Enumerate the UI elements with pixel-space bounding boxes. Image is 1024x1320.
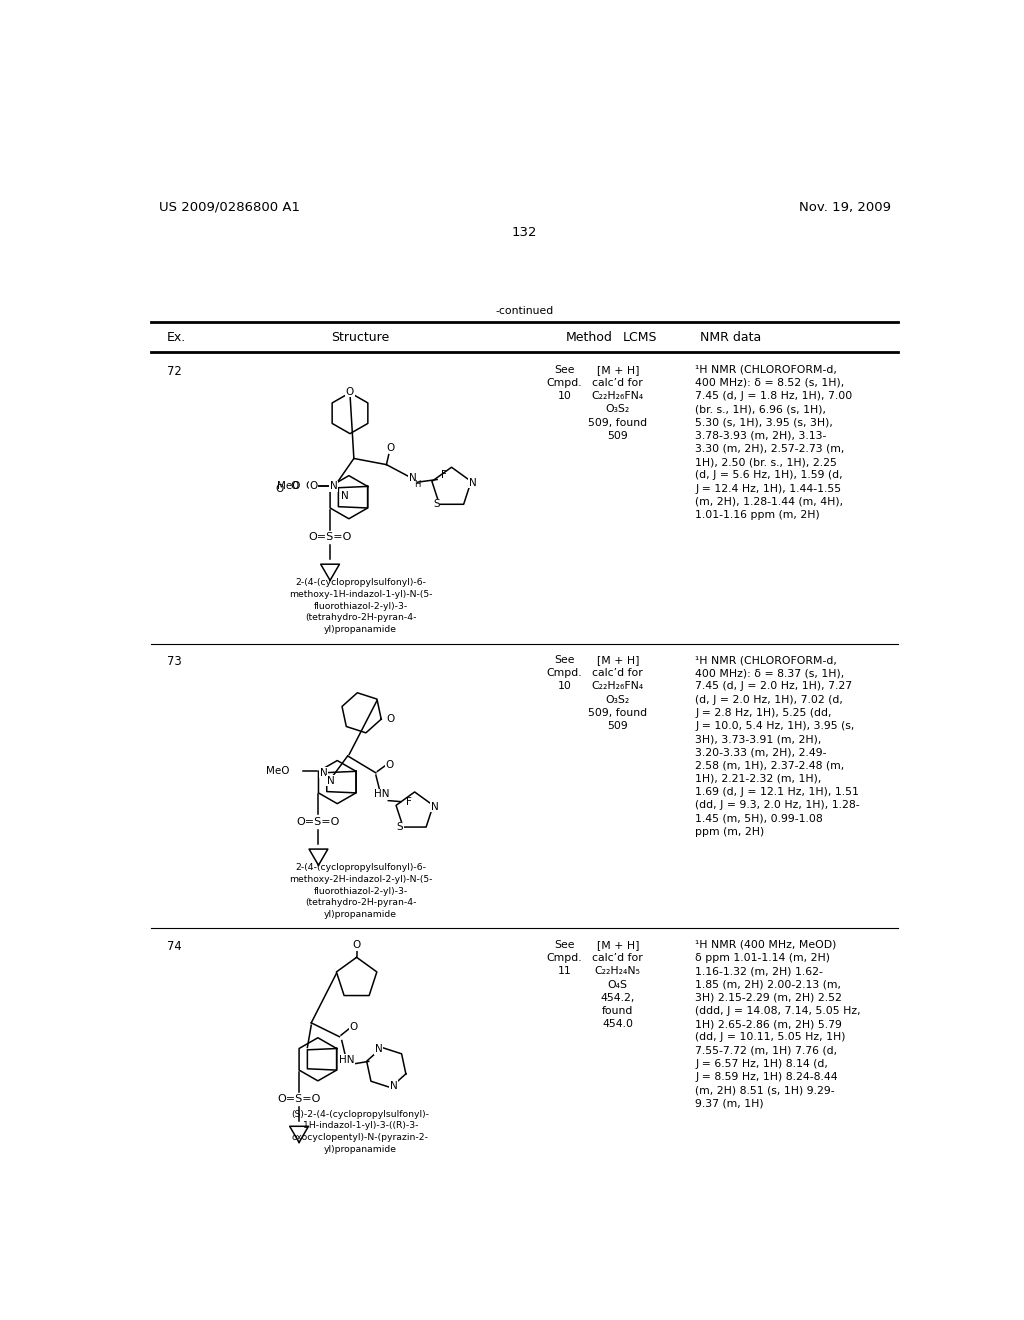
Text: N: N: [319, 768, 328, 777]
Text: See
Cmpd.
10: See Cmpd. 10: [547, 364, 582, 401]
Text: -continued: -continued: [496, 306, 554, 317]
Text: N: N: [469, 478, 476, 488]
Text: Nov. 19, 2009: Nov. 19, 2009: [799, 201, 891, 214]
Text: H: H: [414, 480, 420, 490]
Text: ¹H NMR (CHLOROFORM-d,
400 MHz): δ = 8.37 (s, 1H),
7.45 (d, J = 2.0 Hz, 1H), 7.27: ¹H NMR (CHLOROFORM-d, 400 MHz): δ = 8.37…: [695, 655, 860, 837]
Text: O: O: [275, 484, 284, 495]
Text: (S)-2-(4-(cyclopropylsulfonyl)-
1H-indazol-1-yl)-3-((R)-3-
oxocyclopentyl)-N-(py: (S)-2-(4-(cyclopropylsulfonyl)- 1H-indaz…: [292, 1110, 429, 1154]
Text: [M + H]
calc’d for
C₂₂H₂₄N₅
O₄S
454.2,
found
454.0: [M + H] calc’d for C₂₂H₂₄N₅ O₄S 454.2, f…: [593, 940, 643, 1030]
Text: O=S=O: O=S=O: [278, 1094, 321, 1105]
Text: NMR data: NMR data: [700, 331, 761, 345]
Text: 132: 132: [512, 226, 538, 239]
Text: 2-(4-(cyclopropylsulfonyl)-6-
methoxy-1H-indazol-1-yl)-N-(5-
fluorothiazol-2-yl): 2-(4-(cyclopropylsulfonyl)-6- methoxy-1H…: [289, 578, 432, 635]
Text: O: O: [386, 760, 394, 770]
Text: S: S: [433, 499, 439, 510]
Text: 2-(4-(cyclopropylsulfonyl)-6-
methoxy-2H-indazol-2-yl)-N-(5-
fluorothiazol-2-yl): 2-(4-(cyclopropylsulfonyl)-6- methoxy-2H…: [289, 863, 432, 919]
Text: Structure: Structure: [332, 331, 389, 345]
Text: O: O: [352, 940, 360, 950]
Text: O: O: [291, 480, 299, 491]
Text: S: S: [396, 822, 403, 832]
Text: See
Cmpd.
11: See Cmpd. 11: [547, 940, 582, 977]
Text: [M + H]
calc’d for
C₂₂H₂₆FN₄
O₃S₂
509, found
509: [M + H] calc’d for C₂₂H₂₆FN₄ O₃S₂ 509, f…: [588, 364, 647, 441]
Text: HN: HN: [340, 1055, 355, 1065]
Text: O: O: [386, 714, 394, 725]
Text: N: N: [375, 1044, 383, 1055]
Text: 73: 73: [167, 655, 181, 668]
Text: MeO: MeO: [265, 767, 289, 776]
Text: US 2009/0286800 A1: US 2009/0286800 A1: [159, 201, 300, 214]
Text: ¹H NMR (400 MHz, MeOD)
δ ppm 1.01-1.14 (m, 2H)
1.16-1.32 (m, 2H) 1.62-
1.85 (m, : ¹H NMR (400 MHz, MeOD) δ ppm 1.01-1.14 (…: [695, 940, 861, 1109]
Text: MeO: MeO: [278, 482, 301, 491]
Text: See
Cmpd.
10: See Cmpd. 10: [547, 655, 582, 692]
Text: Ex.: Ex.: [167, 331, 186, 345]
Text: HN: HN: [375, 789, 390, 800]
Text: O: O: [309, 482, 317, 491]
Text: O=S=O: O=S=O: [297, 817, 340, 828]
Text: 72: 72: [167, 364, 181, 378]
Text: N: N: [330, 482, 338, 491]
Text: O: O: [349, 1023, 357, 1032]
Text: ¹H NMR (CHLOROFORM-d,
400 MHz): δ = 8.52 (s, 1H),
7.45 (d, J = 1.8 Hz, 1H), 7.00: ¹H NMR (CHLOROFORM-d, 400 MHz): δ = 8.52…: [695, 364, 853, 520]
Text: Method: Method: [566, 331, 612, 345]
Text: LCMS: LCMS: [623, 331, 657, 345]
Text: F: F: [406, 797, 412, 808]
Text: N: N: [327, 776, 335, 785]
Text: O: O: [306, 482, 314, 491]
Text: F: F: [441, 470, 447, 480]
Text: O: O: [386, 442, 394, 453]
Text: N: N: [409, 474, 417, 483]
Text: [M + H]
calc’d for
C₂₂H₂₆FN₄
O₃S₂
509, found
509: [M + H] calc’d for C₂₂H₂₆FN₄ O₃S₂ 509, f…: [588, 655, 647, 731]
Text: O=S=O: O=S=O: [308, 532, 352, 543]
Text: O: O: [346, 387, 354, 397]
Text: N: N: [431, 803, 438, 812]
Text: 74: 74: [167, 940, 181, 953]
Text: N: N: [390, 1081, 397, 1092]
Text: N: N: [341, 491, 348, 500]
